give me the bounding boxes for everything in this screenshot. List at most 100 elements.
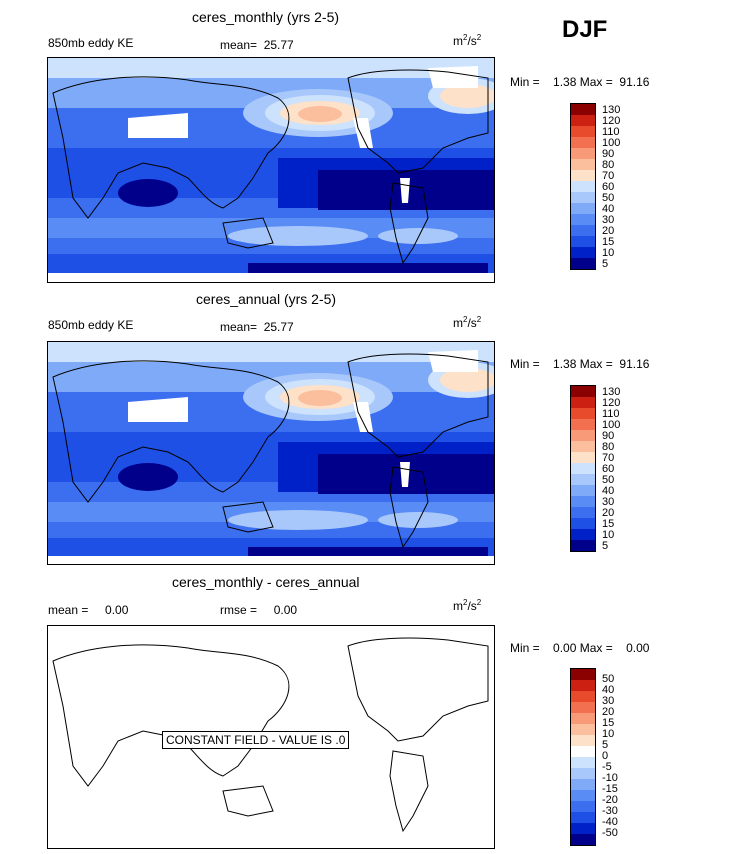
season-label: DJF	[562, 16, 608, 43]
colorbar-swatch	[571, 790, 595, 801]
colorbar-tick-label: 70	[602, 170, 615, 182]
panel2-minmax: Min = 1.38 Max = 91.16	[510, 357, 650, 371]
colorbar-tick-label: 100	[602, 137, 621, 149]
colorbar-swatch	[571, 225, 595, 236]
colorbar-tick-label: 40	[602, 485, 615, 497]
colorbar-tick-label: 60	[602, 181, 615, 193]
panel1-mean-value: 25.77	[263, 38, 294, 52]
colorbar-tick-label: 10	[602, 728, 615, 740]
colorbar-tick-label: -10	[602, 772, 618, 784]
panel2-map-field	[48, 342, 494, 564]
colorbar-swatch	[571, 148, 595, 159]
colorbar-tick-label: 80	[602, 441, 615, 453]
colorbar-swatch	[571, 474, 595, 485]
colorbar-swatch	[571, 214, 595, 225]
colorbar-tick-label: 70	[602, 452, 615, 464]
colorbar-tick-label: 20	[602, 706, 615, 718]
colorbar-tick-label: 130	[602, 104, 621, 116]
colorbar-tick-label: -30	[602, 805, 618, 817]
colorbar-swatch	[571, 137, 595, 148]
colorbar-tick-label: 30	[602, 695, 615, 707]
panel3-units: m2/s2	[453, 598, 482, 613]
colorbar-tick-label: 15	[602, 236, 615, 248]
colorbar-tick-label: -50	[602, 827, 618, 839]
panel2-title: ceres_annual (yrs 2-5)	[196, 291, 337, 307]
panel1-mean-label: mean=	[220, 38, 258, 52]
colorbar-tick-label: 20	[602, 225, 615, 237]
colorbar-tick-label: 15	[602, 518, 615, 530]
colorbar-swatch	[571, 680, 595, 691]
colorbar-swatch	[571, 812, 595, 823]
colorbar-swatch	[571, 507, 595, 518]
colorbar-swatch	[571, 203, 595, 214]
colorbar-swatch	[571, 258, 595, 269]
colorbar-tick-label: 50	[602, 474, 615, 486]
colorbar-swatch	[571, 159, 595, 170]
colorbar-swatch	[571, 779, 595, 790]
colorbar-swatch	[571, 496, 595, 507]
panel1-variable-label: 850mb eddy KE	[48, 36, 134, 50]
colorbar-tick-label: -20	[602, 794, 618, 806]
colorbar-swatch	[571, 419, 595, 430]
colorbar-swatch	[571, 834, 595, 845]
colorbar-tick-label: -5	[602, 761, 612, 773]
colorbar-tick-label: 90	[602, 148, 615, 160]
colorbar-tick-label: -40	[602, 816, 618, 828]
panel2-variable-label: 850mb eddy KE	[48, 318, 134, 332]
colorbar-tick-label: 10	[602, 247, 615, 259]
colorbar-swatch	[571, 397, 595, 408]
colorbar-tick-label: 30	[602, 496, 615, 508]
colorbar-swatch	[571, 702, 595, 713]
panel2-mean: mean= 25.77	[220, 320, 294, 334]
colorbar-tick-label: 20	[602, 507, 615, 519]
colorbar-tick-label: 5	[602, 540, 609, 552]
colorbar-swatch	[571, 463, 595, 474]
colorbar-tick-label: 110	[602, 408, 620, 420]
colorbar-tick-label: 100	[602, 419, 621, 431]
colorbar-swatch	[571, 192, 595, 203]
panel1-title: ceres_monthly (yrs 2-5)	[192, 9, 340, 25]
colorbar-tick-label: 120	[602, 397, 621, 409]
colorbar-tick-label: 50	[602, 192, 615, 204]
panel1-minmax: Min = 1.38 Max = 91.16	[510, 75, 650, 89]
colorbar-tick-label: 90	[602, 430, 615, 442]
colorbar-tick-label: 120	[602, 115, 621, 127]
colorbar-swatch	[571, 691, 595, 702]
colorbar-swatch	[571, 746, 595, 757]
colorbar-swatch	[571, 126, 595, 137]
colorbar-tick-label: 130	[602, 386, 621, 398]
colorbar-tick-label: 40	[602, 203, 615, 215]
colorbar-swatch	[571, 540, 595, 551]
colorbar-swatch	[571, 181, 595, 192]
colorbar-tick-label: 0	[602, 750, 609, 762]
colorbar-swatch	[571, 247, 595, 258]
colorbar-tick-label: 30	[602, 214, 615, 226]
colorbar-swatch	[571, 757, 595, 768]
constant-field-label: CONSTANT FIELD - VALUE IS .0	[162, 731, 350, 749]
colorbar-swatch	[571, 713, 595, 724]
colorbar-tick-label: 110	[602, 126, 620, 138]
colorbar-tick-label: 5	[602, 739, 609, 751]
colorbar-swatch	[571, 529, 595, 540]
panel3-minmax: Min = 0.00 Max = 0.00	[510, 641, 650, 655]
colorbar-tick-label: 5	[602, 258, 609, 270]
colorbar-swatch	[571, 170, 595, 181]
colorbar-tick-label: 10	[602, 529, 615, 541]
panel3-rmse: rmse = 0.00	[220, 603, 298, 617]
colorbar-swatch	[571, 735, 595, 746]
panel1-units: m2/s2	[453, 33, 482, 48]
colorbar-tick-label: 40	[602, 684, 615, 696]
colorbar-swatch	[571, 452, 595, 463]
colorbar-swatch	[571, 430, 595, 441]
panel3-mean: mean = 0.00	[48, 603, 129, 617]
colorbar-swatch	[571, 104, 595, 115]
panel2-units: m2/s2	[453, 315, 482, 330]
colorbar-swatch	[571, 669, 595, 680]
colorbar-swatch	[571, 408, 595, 419]
panel1-map-field	[48, 58, 494, 282]
colorbar-swatch	[571, 768, 595, 779]
colorbar-tick-label: 80	[602, 159, 615, 171]
colorbar-tick-label: 60	[602, 463, 615, 475]
colorbar-swatch	[571, 115, 595, 126]
panel1-mean: mean= 25.77	[220, 38, 294, 52]
